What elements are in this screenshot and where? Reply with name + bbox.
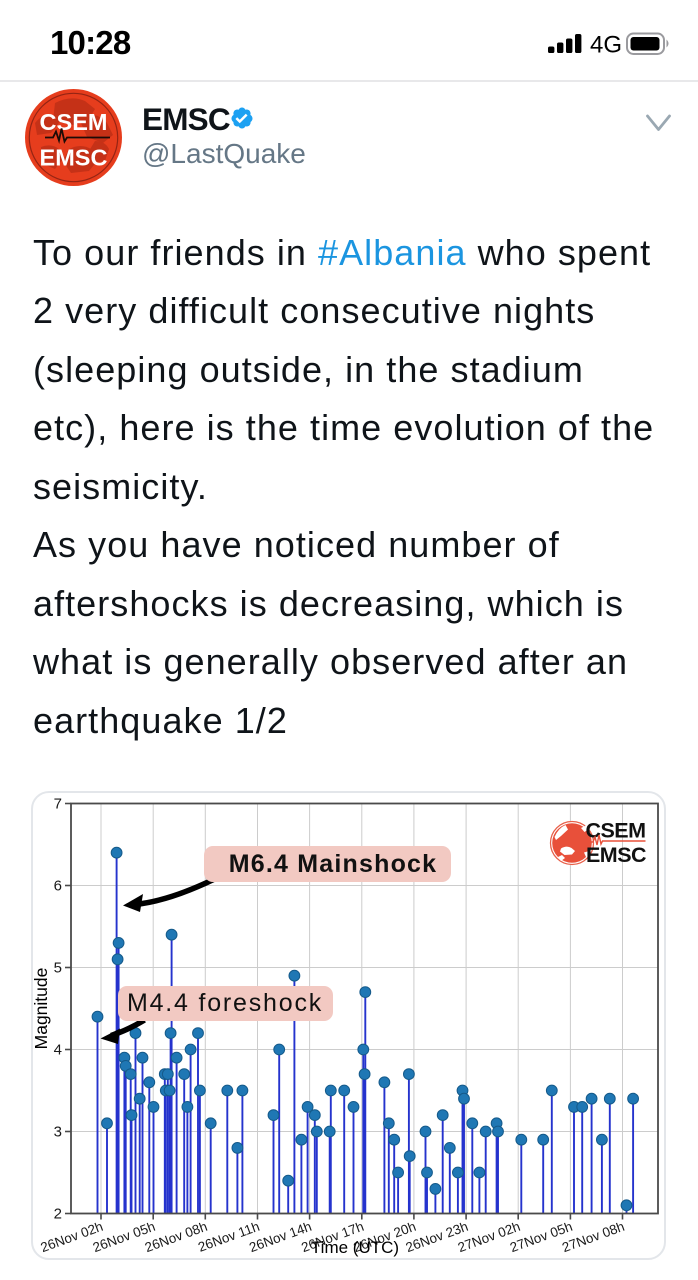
svg-text:4G: 4G xyxy=(590,32,622,56)
svg-text:5: 5 xyxy=(54,960,62,977)
svg-text:3: 3 xyxy=(54,1124,62,1141)
svg-text:Time (UTC): Time (UTC) xyxy=(311,1238,399,1257)
svg-text:EMSC: EMSC xyxy=(40,145,108,171)
svg-text:7: 7 xyxy=(54,796,62,813)
svg-text:EMSC: EMSC xyxy=(586,843,646,867)
svg-text:Magnitude: Magnitude xyxy=(31,968,51,1050)
svg-text:M6.4 Mainshock: M6.4 Mainshock xyxy=(229,850,438,878)
svg-text:4: 4 xyxy=(54,1042,62,1059)
svg-text:CSEM: CSEM xyxy=(40,109,108,135)
svg-text:2: 2 xyxy=(54,1206,62,1223)
svg-text:6: 6 xyxy=(54,878,62,895)
svg-text:M4.4 foreshock: M4.4 foreshock xyxy=(127,989,323,1017)
